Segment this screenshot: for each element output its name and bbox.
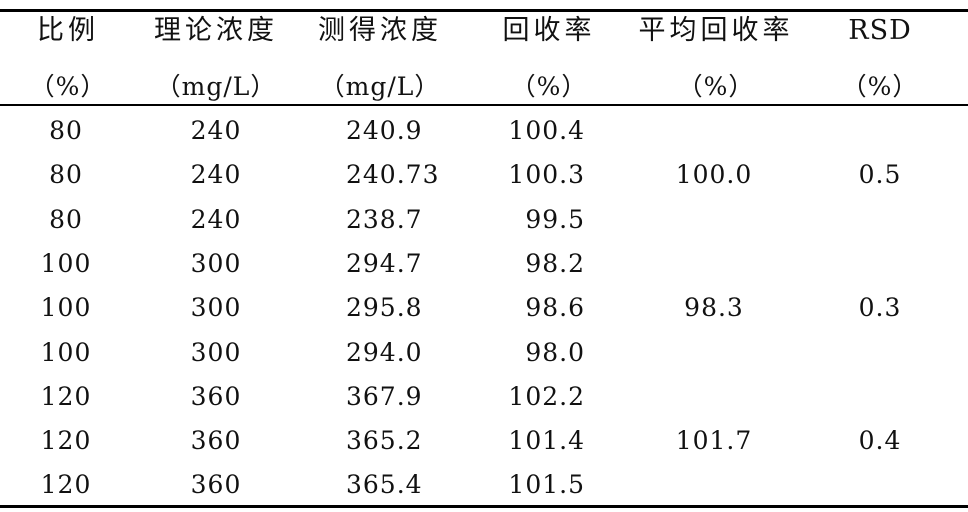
cell-theoretical: 300: [190, 248, 242, 278]
cell-ratio: 100: [40, 293, 92, 323]
cell-recovery: 101.4: [508, 426, 585, 456]
cell-theoretical: 360: [190, 426, 242, 456]
bottom-rule: [0, 505, 968, 508]
unit-rsd: （%）: [841, 72, 919, 101]
unit-recovery: （%）: [510, 72, 588, 101]
cell-recovery: 98.0: [525, 337, 585, 367]
cell-ratio: 120: [40, 381, 92, 411]
header-recovery: 回收率: [502, 15, 596, 46]
cell-ratio: 80: [49, 204, 83, 234]
cell-measured: 365.4: [346, 470, 423, 500]
header-ratio: 比例: [37, 15, 99, 46]
top-rule: [0, 9, 968, 12]
cell-recovery: 98.2: [525, 248, 585, 278]
cell-measured: 240.9: [346, 116, 423, 145]
cell-ratio: 100: [40, 337, 92, 367]
cell-measured: 294.7: [346, 248, 423, 278]
cell-rsd: 0.5: [858, 160, 902, 190]
cell-recovery: 99.5: [525, 204, 585, 234]
cell-theoretical: 240: [190, 160, 242, 190]
cell-ratio: 80: [49, 160, 83, 190]
unit-ratio: （%）: [29, 72, 107, 101]
cell-theoretical: 240: [190, 204, 242, 234]
unit-avg-recovery: （%）: [677, 72, 755, 101]
cell-avg-recovery: 98.3: [684, 293, 744, 323]
cell-recovery: 102.2: [508, 381, 585, 411]
cell-ratio: 120: [40, 426, 92, 456]
unit-measured: （mg/L）: [319, 72, 441, 101]
cell-theoretical: 360: [190, 470, 242, 500]
cell-theoretical: 360: [190, 381, 242, 411]
cell-recovery: 100.4: [508, 116, 585, 145]
header-avg-recovery: 平均回收率: [638, 15, 794, 46]
cell-ratio: 120: [40, 470, 92, 500]
cell-ratio: 80: [49, 116, 83, 145]
cell-theoretical: 300: [190, 293, 242, 323]
cell-rsd: 0.4: [858, 426, 902, 456]
cell-measured: 294.0: [346, 337, 423, 367]
cell-measured: 295.8: [346, 293, 423, 323]
cell-avg-recovery: 101.7: [675, 426, 753, 456]
cell-recovery: 100.3: [508, 160, 585, 190]
cell-ratio: 100: [40, 248, 92, 278]
header-theoretical: 理论浓度: [154, 15, 278, 46]
cell-recovery: 98.6: [525, 293, 585, 323]
cell-theoretical: 300: [190, 337, 242, 367]
cell-measured: 365.2: [346, 426, 423, 456]
header-rule: [0, 104, 968, 106]
cell-measured: 238.7: [346, 204, 423, 234]
cell-avg-recovery: 100.0: [675, 160, 753, 190]
header-rsd: RSD: [848, 15, 912, 46]
cell-rsd: 0.3: [858, 293, 902, 323]
unit-theoretical: （mg/L）: [155, 72, 277, 101]
header-measured: 测得浓度: [318, 15, 442, 46]
cell-theoretical: 240: [190, 116, 242, 145]
cell-recovery: 101.5: [508, 470, 585, 500]
cell-measured: 240.73: [346, 160, 440, 190]
cell-measured: 367.9: [346, 381, 423, 411]
